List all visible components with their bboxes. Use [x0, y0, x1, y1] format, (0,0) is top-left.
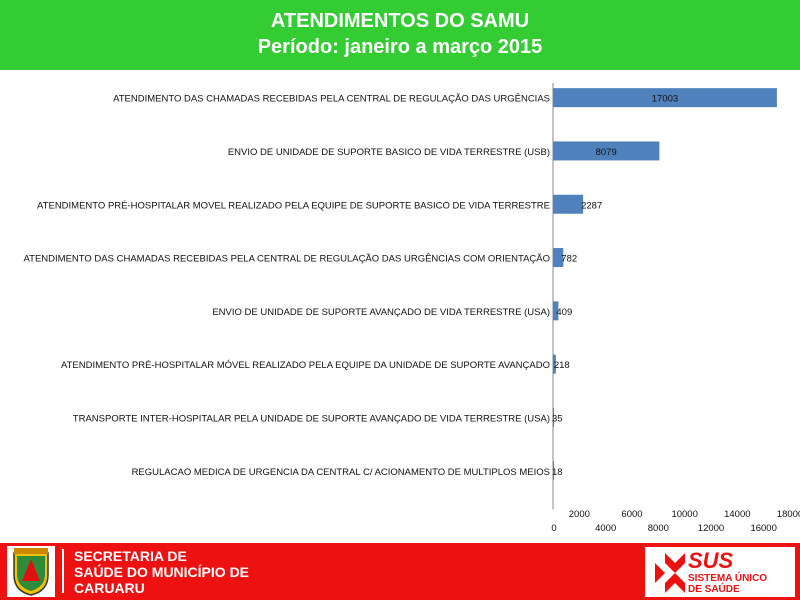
tick-label: 2000	[569, 509, 590, 520]
data-label: 2287	[581, 200, 602, 211]
bar	[553, 194, 584, 214]
sus-cross-logo-icon	[645, 547, 795, 597]
bar	[553, 301, 559, 321]
tick-label: 16000	[750, 523, 776, 534]
secretaria-name: SECRETARIA DE SAÚDE DO MUNICÍPIO DE CARU…	[74, 548, 250, 596]
data-label: 17003	[652, 94, 678, 105]
bar	[553, 461, 554, 481]
tick-label: 12000	[698, 523, 724, 534]
footer-divider	[62, 549, 64, 593]
data-label: 218	[554, 360, 570, 371]
category-label: ATENDIMENTO PRÉ-HOSPITALAR MÓVEL REALIZA…	[61, 360, 550, 371]
tick-label: 8000	[648, 523, 669, 534]
data-label: 409	[556, 307, 572, 318]
bar	[553, 248, 564, 268]
caruaru-crest-icon	[7, 546, 55, 597]
bar-chart: ATENDIMENTO DAS CHAMADAS RECEBIDAS PELA …	[24, 83, 800, 534]
chart-title: ATENDIMENTOS DO SAMU	[270, 10, 530, 32]
title-banner: ATENDIMENTOS DO SAMU Período: janeiro a …	[0, 0, 800, 70]
data-label: 18	[552, 467, 563, 478]
bar	[553, 407, 554, 427]
category-label: REGULACAO MEDICA DE URGENCIA DA CENTRAL …	[132, 467, 550, 478]
bar	[553, 88, 777, 108]
data-label: 35	[552, 413, 563, 424]
bar	[553, 141, 660, 161]
tick-label: 10000	[671, 509, 697, 520]
category-label: ATENDIMENTO DAS CHAMADAS RECEBIDAS PELA …	[113, 94, 550, 105]
category-label: ATENDIMENTO PRÉ-HOSPITALAR MOVEL REALIZA…	[37, 200, 550, 211]
data-label: 8079	[596, 147, 617, 158]
data-label: 782	[561, 254, 577, 265]
category-label: ATENDIMENTO DAS CHAMADAS RECEBIDAS PELA …	[24, 254, 550, 265]
tick-label: 14000	[724, 509, 750, 520]
sus-logo-text: SUS	[688, 548, 734, 573]
sus-logo-subtitle: SISTEMA ÚNICO DE SAÚDE	[688, 573, 768, 595]
tick-label: 4000	[595, 523, 616, 534]
bar	[553, 354, 556, 374]
chart-period: Período: janeiro a março 2015	[257, 36, 543, 58]
footer-banner: SECRETARIA DE SAÚDE DO MUNICÍPIO DE CARU…	[0, 543, 800, 600]
category-label: ENVIO DE UNIDADE DE SUPORTE AVANÇADO DE …	[212, 307, 550, 318]
category-label: ENVIO DE UNIDADE DE SUPORTE BASICO DE VI…	[228, 147, 550, 158]
tick-label: 6000	[621, 509, 642, 520]
category-label: TRANSPORTE INTER-HOSPITALAR PELA UNIDADE…	[73, 413, 550, 424]
tick-label: 0	[551, 523, 556, 534]
